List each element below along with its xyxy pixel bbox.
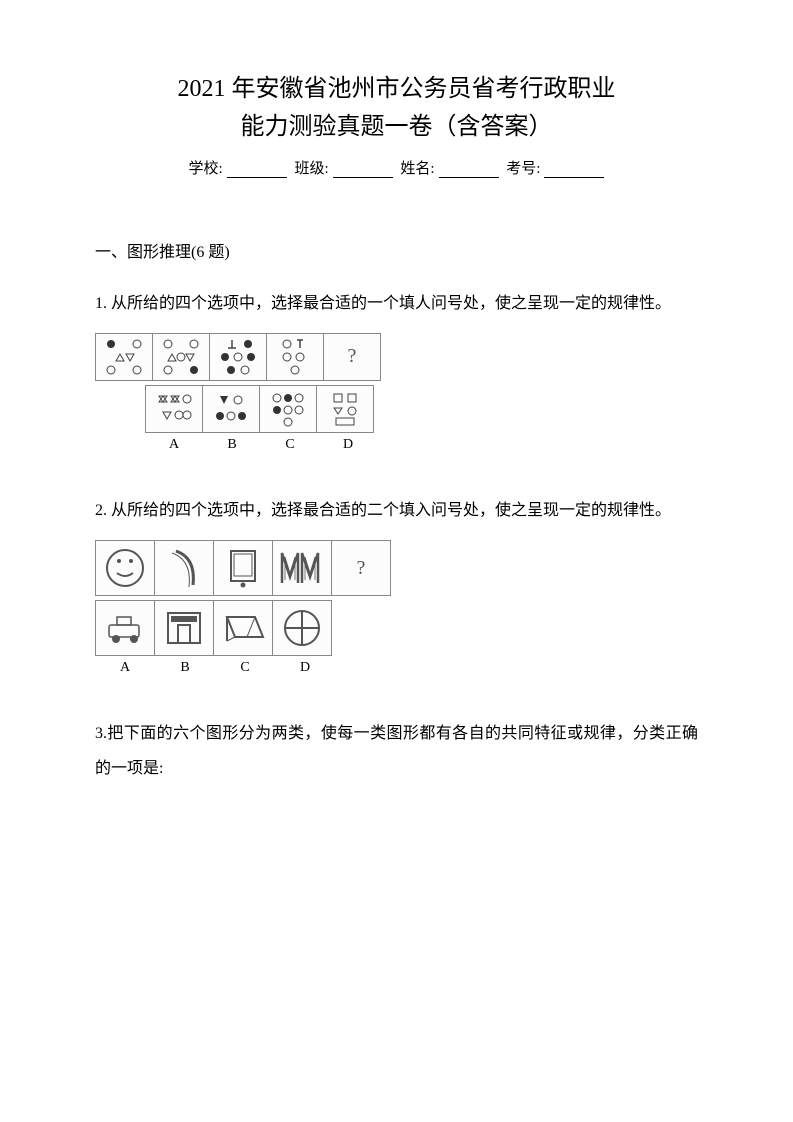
class-label: 班级: — [294, 161, 328, 177]
q2-seq-cell-4 — [272, 540, 332, 596]
q2-seq-cell-2 — [154, 540, 214, 596]
q2-sequence-row: ? — [95, 540, 698, 596]
id-label: 考号: — [506, 161, 540, 177]
q1-seq-cell-qmark: ? — [323, 333, 381, 381]
question-2-text: 2. 从所给的四个选项中，选择最合适的二个填入问号处，使之呈现一定的规律性。 — [95, 493, 698, 528]
question-3-text: 3.把下面的六个图形分为两类，使每一类图形都有各自的共同特征或规律，分类正确的一… — [95, 716, 698, 786]
q2-options-row — [95, 600, 698, 656]
q2-option-d-cell — [272, 600, 332, 656]
q1-option-b-cell — [202, 385, 260, 433]
section-1-heading: 一、图形推理(6 题) — [95, 238, 698, 262]
q2-option-labels: A B C D — [95, 660, 698, 676]
school-blank[interactable] — [227, 162, 287, 178]
title-line-2: 能力测验真题一卷（含答案） — [95, 108, 698, 146]
question-1-text: 1. 从所给的四个选项中，选择最合适的一个填人问号处，使之呈现一定的规律性。 — [95, 286, 698, 321]
q1-options-row — [145, 385, 698, 433]
question-mark-icon: ? — [357, 557, 366, 580]
q1-label-c: C — [261, 437, 319, 453]
name-blank[interactable] — [439, 162, 499, 178]
q1-option-d-cell — [316, 385, 374, 433]
q2-option-b-cell — [154, 600, 214, 656]
q2-label-d: D — [275, 660, 335, 676]
q1-seq-cell-4 — [266, 333, 324, 381]
q2-seq-cell-1 — [95, 540, 155, 596]
q1-option-a-cell — [145, 385, 203, 433]
q1-option-c-cell — [259, 385, 317, 433]
q2-option-c-cell — [213, 600, 273, 656]
question-2-figure: ? — [95, 540, 698, 676]
q2-seq-cell-qmark: ? — [331, 540, 391, 596]
q1-seq-cell-2 — [152, 333, 210, 381]
q2-label-a: A — [95, 660, 155, 676]
q1-label-b: B — [203, 437, 261, 453]
q1-label-d: D — [319, 437, 377, 453]
q1-seq-cell-3 — [209, 333, 267, 381]
question-1-figure: ? — [95, 333, 698, 453]
question-mark-icon: ? — [348, 345, 357, 368]
school-label: 学校: — [189, 161, 223, 177]
student-info-row: 学校: 班级: 姓名: 考号: — [95, 157, 698, 178]
class-blank[interactable] — [333, 162, 393, 178]
id-blank[interactable] — [544, 162, 604, 178]
q1-label-a: A — [145, 437, 203, 453]
name-label: 姓名: — [400, 161, 434, 177]
title-line-1: 2021 年安徽省池州市公务员省考行政职业 — [95, 70, 698, 108]
exam-title: 2021 年安徽省池州市公务员省考行政职业 能力测验真题一卷（含答案） — [95, 70, 698, 147]
q2-seq-cell-3 — [213, 540, 273, 596]
q1-sequence-row: ? — [95, 333, 698, 381]
q1-option-labels: A B C D — [145, 437, 698, 453]
q2-label-b: B — [155, 660, 215, 676]
q1-seq-cell-1 — [95, 333, 153, 381]
q2-option-a-cell — [95, 600, 155, 656]
q2-label-c: C — [215, 660, 275, 676]
